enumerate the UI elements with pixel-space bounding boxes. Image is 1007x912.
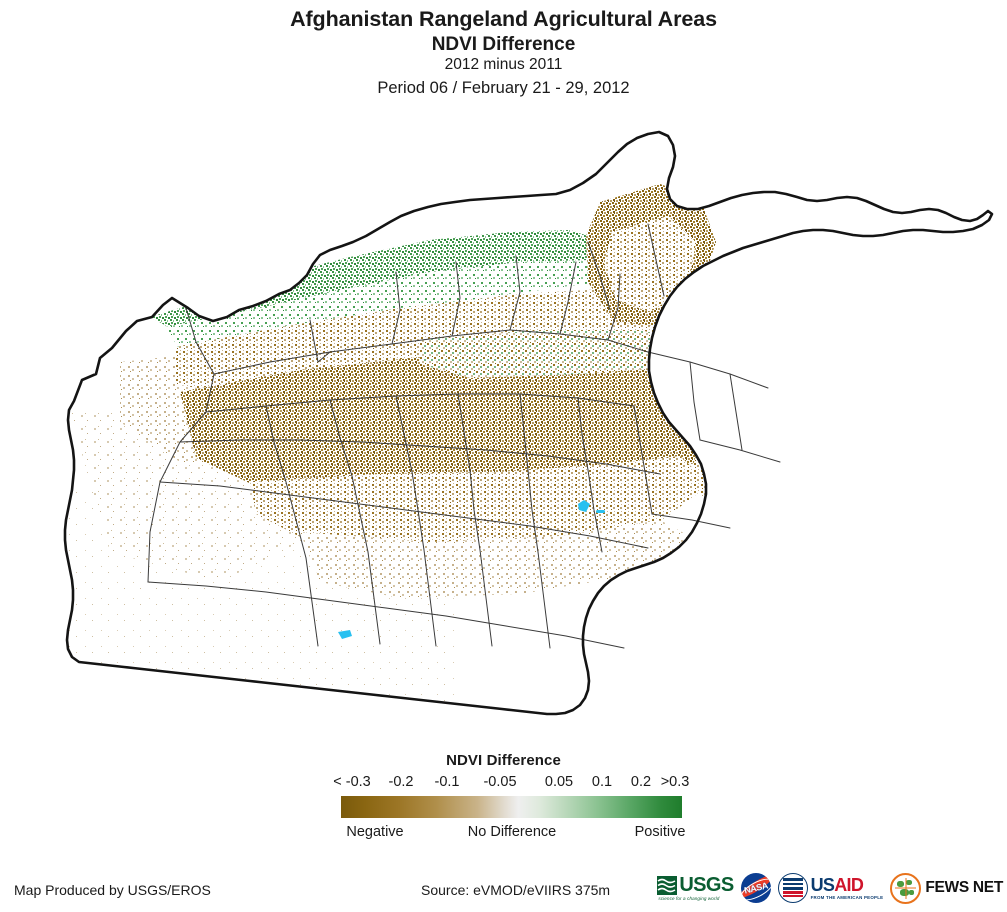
footer-source: Source: eVMOD/eVIIRS 375m [421, 882, 611, 898]
usgs-tagline: science for a changing world [658, 896, 720, 901]
raster-badakhshan-inner [604, 216, 696, 312]
legend-caption-positive: Positive [634, 824, 686, 840]
legend-tick-5: 0.1 [591, 774, 613, 790]
footer-logo-strip: USGS science for a changing world NASA [657, 870, 1003, 906]
ndvi-raster-layer [65, 132, 992, 714]
fews-globe-icon [890, 872, 922, 904]
raster-central-highlands-dense [220, 384, 680, 474]
map-subtitle: NDVI Difference [431, 34, 576, 56]
map-period-label: Period 06 / February 21 - 29, 2012 [377, 78, 630, 97]
fews-net-wordmark: FEWS NET [925, 879, 1003, 897]
legend-captions: Negative No Difference Positive [0, 824, 1007, 846]
legend-tick-4: 0.05 [544, 774, 574, 790]
raster-wakhan-corridor [700, 292, 986, 328]
legend-tick-2: -0.1 [434, 774, 460, 790]
water-bodies-layer [338, 500, 605, 639]
legend: NDVI Difference < -0.3 -0.2 -0.1 -0.05 0… [0, 752, 1007, 844]
footer: Map Produced by USGS/EROS Source: eVMOD/… [0, 868, 1007, 912]
usgs-wave-icon [657, 875, 678, 895]
usaid-wordmark-aid: AID [834, 875, 864, 896]
legend-tick-7: >0.3 [660, 774, 690, 790]
page-title: Afghanistan Rangeland Agricultural Areas [290, 7, 717, 31]
legend-caption-negative: Negative [346, 824, 404, 840]
map-comparison-years: 2012 minus 2011 [444, 55, 563, 73]
footer-produced-by: Map Produced by USGS/EROS [14, 882, 211, 898]
fews-net-logo[interactable]: FEWS NET [890, 872, 1003, 904]
usaid-logo[interactable]: USAID FROM THE AMERICAN PEOPLE [777, 873, 884, 903]
legend-tick-labels: < -0.3 -0.2 -0.1 -0.05 0.05 0.1 0.2 >0.3 [0, 774, 1007, 794]
raster-nangarhar [688, 438, 840, 518]
nasa-orbit-ring [740, 874, 771, 903]
raster-mixed-zone-north [420, 330, 700, 378]
legend-tick-3: -0.05 [483, 774, 517, 790]
legend-title: NDVI Difference [446, 752, 561, 769]
usgs-logo[interactable]: USGS science for a changing world [657, 874, 734, 901]
map-canvas[interactable] [0, 112, 1007, 742]
nasa-meatball-icon: NASA [740, 873, 771, 903]
raster-north-green-fringe [165, 260, 600, 350]
usaid-seal-icon [777, 873, 808, 903]
province-boundaries-layer [147, 223, 781, 649]
legend-color-bar [341, 796, 682, 818]
country-border-afghanistan [63, 130, 994, 716]
usaid-tagline: FROM THE AMERICAN PEOPLE [810, 894, 884, 900]
water-band-e-amir [578, 500, 590, 512]
legend-tick-1: -0.2 [388, 774, 414, 790]
usgs-wordmark: USGS [679, 874, 734, 896]
legend-tick-0: < -0.3 [333, 774, 371, 790]
legend-tick-6: 0.2 [630, 774, 652, 790]
afghanistan-ndvi-map[interactable] [0, 112, 1007, 742]
legend-caption-no-difference: No Difference [467, 824, 557, 840]
nasa-logo[interactable]: NASA [740, 873, 771, 903]
usaid-wordmark-us: US [810, 875, 835, 896]
water-kajaki [338, 630, 352, 639]
title-block: Afghanistan Rangeland Agricultural Areas… [0, 0, 1007, 98]
raster-central-south-tail [250, 456, 710, 552]
water-qargha [596, 510, 605, 513]
